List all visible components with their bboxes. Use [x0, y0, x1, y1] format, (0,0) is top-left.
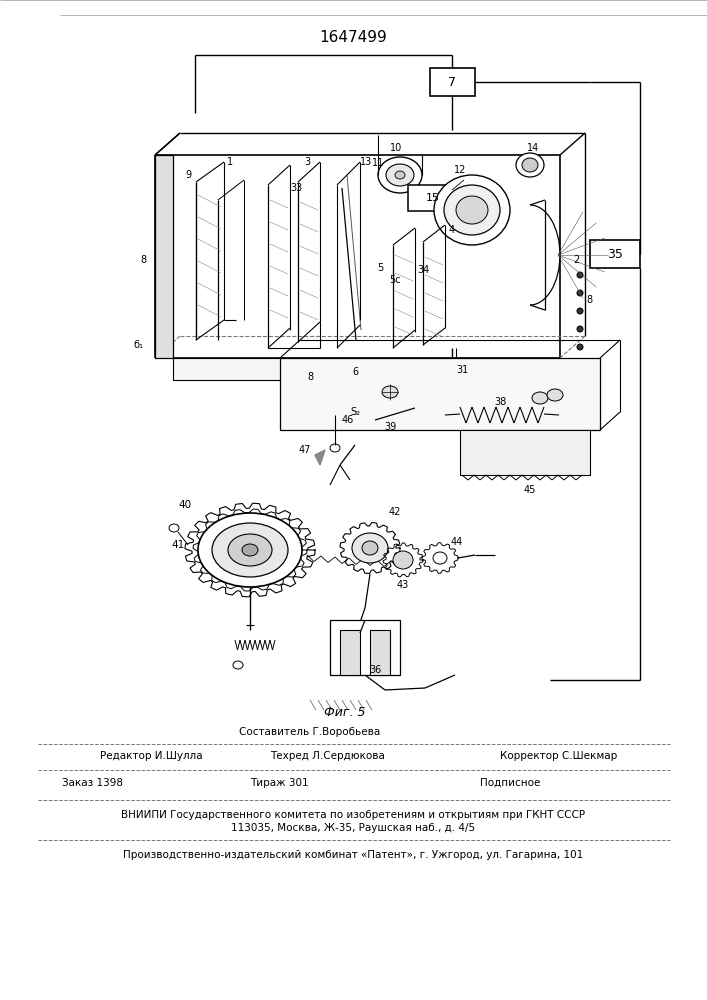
Ellipse shape — [577, 308, 583, 314]
Text: 13: 13 — [360, 157, 372, 167]
Ellipse shape — [228, 534, 272, 566]
Ellipse shape — [352, 533, 388, 563]
Text: Тираж 301: Тираж 301 — [250, 778, 309, 788]
Polygon shape — [315, 450, 325, 465]
Text: 34: 34 — [417, 265, 429, 275]
Text: Фиг. 5: Фиг. 5 — [325, 706, 366, 718]
Ellipse shape — [577, 344, 583, 350]
Bar — [340, 630, 360, 675]
Text: 31: 31 — [456, 365, 468, 375]
Bar — [430, 68, 475, 96]
Text: 12: 12 — [454, 165, 466, 175]
Ellipse shape — [198, 513, 302, 587]
Text: 38: 38 — [494, 397, 506, 407]
Ellipse shape — [362, 541, 378, 555]
Text: S₂: S₂ — [350, 407, 360, 417]
Ellipse shape — [516, 153, 544, 177]
Text: 8: 8 — [586, 295, 592, 305]
Bar — [370, 630, 390, 675]
Text: Заказ 1398: Заказ 1398 — [62, 778, 123, 788]
Text: Составитель Г.Воробьева: Составитель Г.Воробьева — [240, 727, 380, 737]
Bar — [155, 155, 173, 358]
Bar — [460, 430, 590, 475]
Text: 36: 36 — [369, 665, 381, 675]
Text: 35: 35 — [607, 247, 623, 260]
Text: 40: 40 — [178, 500, 192, 510]
Text: Редактор И.Шулла: Редактор И.Шулла — [100, 751, 203, 761]
Ellipse shape — [378, 157, 422, 193]
Text: 11: 11 — [372, 158, 384, 168]
Text: 4: 4 — [449, 225, 455, 235]
Text: 5: 5 — [377, 263, 383, 273]
Bar — [330, 620, 400, 675]
Text: 39: 39 — [384, 422, 396, 432]
Ellipse shape — [456, 196, 488, 224]
Ellipse shape — [393, 551, 413, 569]
Text: 42: 42 — [389, 507, 401, 517]
Ellipse shape — [577, 290, 583, 296]
Text: 47: 47 — [299, 445, 311, 455]
Text: 1647499: 1647499 — [319, 30, 387, 45]
Text: 6: 6 — [352, 367, 358, 377]
Ellipse shape — [577, 326, 583, 332]
Text: Техред Л.Сердюкова: Техред Л.Сердюкова — [270, 751, 385, 761]
Ellipse shape — [395, 171, 405, 179]
Ellipse shape — [382, 386, 398, 398]
Ellipse shape — [242, 544, 258, 556]
Text: Корректор С.Шекмар: Корректор С.Шекмар — [500, 751, 617, 761]
Text: 8: 8 — [307, 372, 313, 382]
Ellipse shape — [386, 164, 414, 186]
Text: 15: 15 — [426, 193, 440, 203]
Ellipse shape — [532, 392, 548, 404]
Text: 7: 7 — [448, 76, 456, 89]
Text: 41: 41 — [171, 540, 185, 550]
Text: Производственно-издательский комбинат «Патент», г. Ужгород, ул. Гагарина, 101: Производственно-издательский комбинат «П… — [123, 850, 583, 860]
Bar — [590, 240, 640, 268]
Ellipse shape — [212, 523, 288, 577]
Text: 9: 9 — [185, 170, 191, 180]
Text: Подписное: Подписное — [480, 778, 540, 788]
Text: 33: 33 — [290, 183, 302, 193]
Text: 44: 44 — [451, 537, 463, 547]
Bar — [408, 185, 458, 211]
Text: 2: 2 — [573, 255, 579, 265]
Text: 14: 14 — [527, 143, 539, 153]
Ellipse shape — [522, 158, 538, 172]
Ellipse shape — [547, 389, 563, 401]
Text: 10: 10 — [390, 143, 402, 153]
Ellipse shape — [577, 272, 583, 278]
Text: 46: 46 — [342, 415, 354, 425]
Text: 5c: 5c — [389, 275, 401, 285]
Ellipse shape — [233, 661, 243, 669]
Text: ВНИИПИ Государственного комитета по изобретениям и открытиям при ГКНТ СССР: ВНИИПИ Государственного комитета по изоб… — [121, 810, 585, 820]
Text: 8: 8 — [140, 255, 146, 265]
Text: 113035, Москва, Ж-35, Раушская наб., д. 4/5: 113035, Москва, Ж-35, Раушская наб., д. … — [231, 823, 475, 833]
Ellipse shape — [434, 175, 510, 245]
Bar — [280, 358, 600, 430]
Text: 45: 45 — [524, 485, 536, 495]
Ellipse shape — [444, 185, 500, 235]
Text: 1: 1 — [227, 157, 233, 167]
Bar — [173, 358, 560, 380]
Text: 43: 43 — [397, 580, 409, 590]
Text: б₁: б₁ — [133, 340, 143, 350]
Text: 3: 3 — [304, 157, 310, 167]
